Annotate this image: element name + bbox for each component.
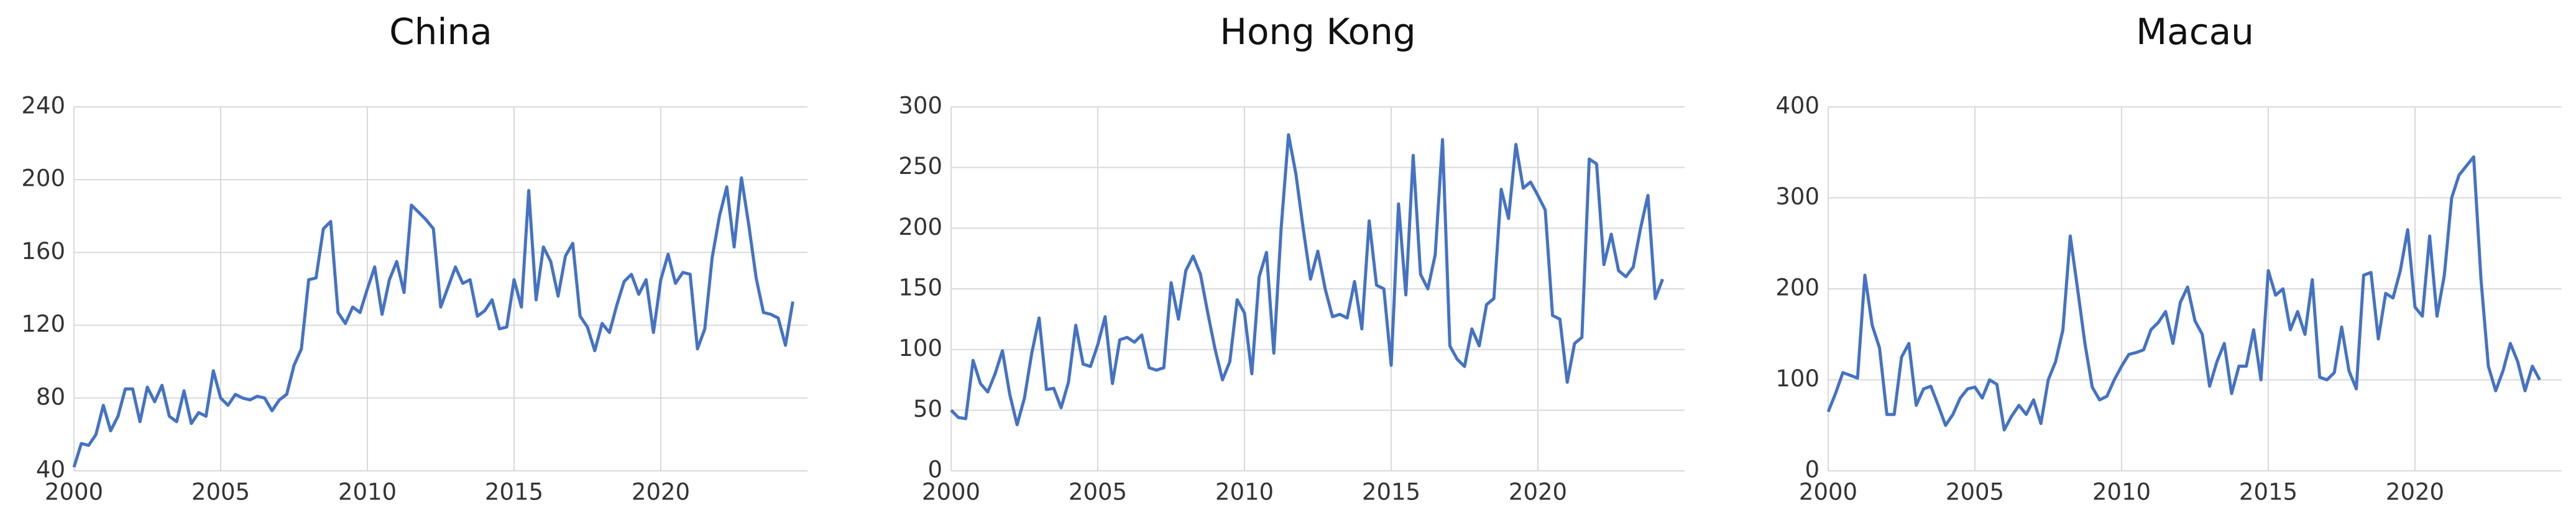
y-tick-label: 80 [36,383,65,410]
x-tick-label: 2005 [191,479,250,506]
chart-title: Macau [2136,11,2254,53]
x-tick-label: 2010 [1215,479,1274,506]
x-tick-label: 2010 [338,479,397,506]
y-tick-label: 300 [898,93,942,119]
x-tick-label: 2000 [1799,479,1857,506]
y-tick-label: 100 [898,335,942,362]
x-tick-label: 2020 [632,479,690,506]
chart-title: China [389,11,492,53]
x-tick-label: 2020 [1509,479,1567,506]
x-tick-label: 2020 [2386,479,2444,506]
x-tick-label: 2015 [1362,479,1420,506]
y-tick-label: 200 [1775,275,1819,301]
y-tick-label: 0 [927,457,942,483]
y-tick-label: 160 [21,238,65,265]
x-tick-label: 2015 [485,479,543,506]
data-line [950,133,1664,427]
y-tick-label: 400 [1775,93,1819,119]
y-tick-label: 40 [36,457,65,483]
y-tick-label: 150 [898,275,942,301]
x-tick-label: 2000 [922,479,980,506]
x-tick-label: 2005 [1069,479,1127,506]
y-tick-label: 300 [1775,183,1819,210]
x-tick-label: 2015 [2239,479,2298,506]
y-tick-label: 100 [1775,365,1819,392]
y-tick-label: 200 [21,165,65,192]
data-line [1826,155,2541,432]
x-tick-label: 2010 [2092,479,2151,506]
data-line [72,176,794,468]
y-tick-label: 0 [1805,457,1819,483]
x-tick-label: 2005 [1946,479,2004,506]
y-tick-label: 50 [913,396,942,422]
y-tick-label: 200 [898,214,942,240]
y-tick-label: 120 [21,311,65,337]
y-tick-label: 240 [21,93,65,119]
x-tick-label: 2000 [45,479,103,506]
chart-title: Hong Kong [1220,11,1415,53]
y-tick-label: 250 [898,153,942,180]
